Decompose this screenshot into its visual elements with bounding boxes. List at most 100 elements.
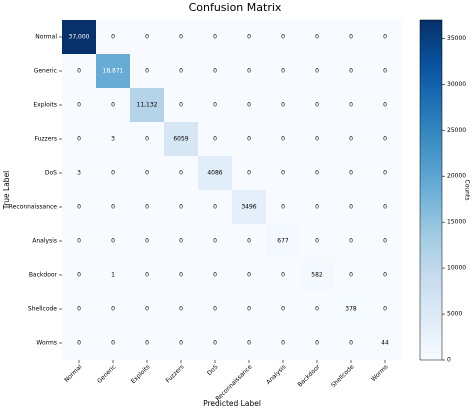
heatmap-cell [96,156,131,191]
heatmap-cell [96,20,131,55]
cell-label: 0 [315,170,319,177]
heatmap-cell [334,258,369,293]
cell-label: 0 [111,204,115,211]
cell-label: 0 [383,102,387,109]
x-tick-label: Analysis [265,364,287,386]
heatmap-cell [164,292,199,327]
heatmap-cell [368,20,403,55]
colorbar-tick-label: 10000 [447,265,466,272]
cell-label: 0 [349,68,353,75]
cell-label: 0 [213,136,217,143]
cell-label: 0 [111,170,115,177]
cell-label: 0 [213,34,217,41]
heatmap-cell [266,326,301,361]
heatmap-cell [266,122,301,157]
heatmap-cell [96,224,131,259]
heatmap-cell [232,292,267,327]
cell-label: 0 [349,204,353,211]
heatmap-cell [300,156,335,191]
cell-label: 0 [179,238,183,245]
cell-label: 0 [77,272,81,279]
cell-label: 0 [349,102,353,109]
heatmap-cell [62,122,97,157]
heatmap-cell [130,122,165,157]
cell-label: 0 [111,34,115,41]
heatmap-cell [334,224,369,259]
heatmap-cell [368,224,403,259]
cell-label: 0 [383,306,387,313]
heatmap-cell [96,54,131,89]
cell-label: 0 [213,102,217,109]
heatmap-cell [130,292,165,327]
cell-label: 0 [315,306,319,313]
cell-label: 582 [311,272,323,279]
heatmap-cell [300,20,335,55]
heatmap-cell [232,224,267,259]
heatmap-cell [266,54,301,89]
heatmap-cell [232,326,267,361]
cell-label: 0 [213,238,217,245]
heatmap-cell [164,224,199,259]
heatmap-cell [368,88,403,123]
cell-label: 0 [247,34,251,41]
heatmap-cell [198,224,233,259]
cell-label: 0 [247,272,251,279]
cell-label: 0 [145,68,149,75]
cell-label: 0 [179,34,183,41]
heatmap-cell [300,190,335,225]
heatmap-cell [198,20,233,55]
colorbar [419,19,443,361]
cell-label: 0 [281,68,285,75]
cell-label: 0 [213,306,217,313]
cell-label: 0 [315,34,319,41]
cell-label: 44 [381,340,389,347]
heatmap-cell [164,190,199,225]
cell-label: 0 [145,170,149,177]
cell-label: 677 [277,238,289,245]
cell-label: 0 [111,340,115,347]
cell-label: 0 [77,136,81,143]
cell-label: 0 [179,204,183,211]
heatmap-cell [368,156,403,191]
heatmap-cell [300,326,335,361]
cell-label: 0 [77,238,81,245]
y-tick-label: Analysis [32,238,57,245]
heatmap-cell [130,326,165,361]
x-tick-label: Backdoor [297,363,322,388]
heatmap-cell [164,88,199,123]
heatmap-cell [198,292,233,327]
x-tick-label: Exploits [130,364,152,386]
heatmap-cell [334,122,369,157]
y-tick-label: Reconnaissance [9,204,58,211]
y-tick-label: DoS [45,170,57,177]
heatmap-cell [368,292,403,327]
cell-label: 0 [77,102,81,109]
cell-label: 0 [213,272,217,279]
cell-label: 0 [315,102,319,109]
heatmap-cell [232,88,267,123]
heatmap-cell [62,326,97,361]
cell-label: 0 [349,272,353,279]
cell-label: 0 [349,238,353,245]
cell-label: 0 [281,340,285,347]
cell-label: 0 [349,340,353,347]
cell-label: 0 [179,306,183,313]
heatmap-cell [368,122,403,157]
y-tick-label: Generic [34,68,57,75]
cell-label: 0 [247,170,251,177]
heatmap-cell [232,156,267,191]
heatmap-cell [232,20,267,55]
y-tick-label: Backdoor [29,272,58,279]
heatmap-cell [96,190,131,225]
heatmap-cell [266,156,301,191]
heatmap-cell [130,190,165,225]
cell-label: 0 [349,170,353,177]
cell-label: 0 [383,136,387,143]
cell-label: 3 [77,170,81,177]
heatmap-cell [266,292,301,327]
y-tick-label: Worms [36,340,57,347]
x-tick-label: Worms [370,364,390,384]
heatmap-cell [130,88,165,123]
heatmap-cell [62,292,97,327]
heatmap-cell [96,122,131,157]
